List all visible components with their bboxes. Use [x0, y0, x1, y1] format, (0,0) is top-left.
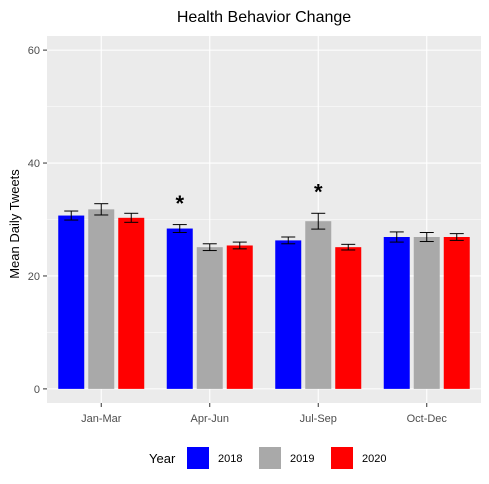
y-tick-label: 60 [28, 45, 40, 57]
bar-2020-apr-jun [226, 245, 253, 389]
bar-2019-apr-jun [196, 247, 223, 389]
legend-key-2018 [187, 447, 209, 469]
bar-2019-oct-dec [413, 237, 440, 389]
x-tick-label: Oct-Dec [407, 413, 448, 425]
y-tick-label: 20 [28, 271, 40, 283]
bar-2018-oct-dec [383, 237, 410, 389]
y-tick-label: 0 [34, 384, 40, 396]
bar-2020-jul-sep [335, 247, 362, 389]
significance-marker: * [314, 180, 323, 205]
bar-2018-apr-jun [166, 228, 193, 389]
bar-2018-jan-mar [58, 215, 85, 389]
legend-label-2020: 2020 [362, 453, 386, 465]
y-tick-label: 40 [28, 158, 40, 170]
legend-title: Year [149, 451, 176, 466]
chart-title: Health Behavior Change [177, 9, 351, 26]
legend-label-2018: 2018 [218, 453, 242, 465]
bar-2020-oct-dec [443, 237, 470, 389]
legend-key-2019 [259, 447, 281, 469]
x-tick-label: Jan-Mar [81, 413, 122, 425]
bar-2020-jan-mar [118, 217, 145, 389]
bar-2019-jul-sep [305, 221, 332, 389]
bar-2018-jul-sep [275, 240, 302, 389]
legend-label-2019: 2019 [290, 453, 314, 465]
legend-key-2020 [331, 447, 353, 469]
y-axis-title: Mean Daily Tweets [7, 169, 22, 279]
significance-marker: * [175, 191, 184, 216]
x-tick-label: Jul-Sep [300, 413, 337, 425]
x-tick-label: Apr-Jun [190, 413, 229, 425]
bar-2019-jan-mar [88, 209, 115, 389]
